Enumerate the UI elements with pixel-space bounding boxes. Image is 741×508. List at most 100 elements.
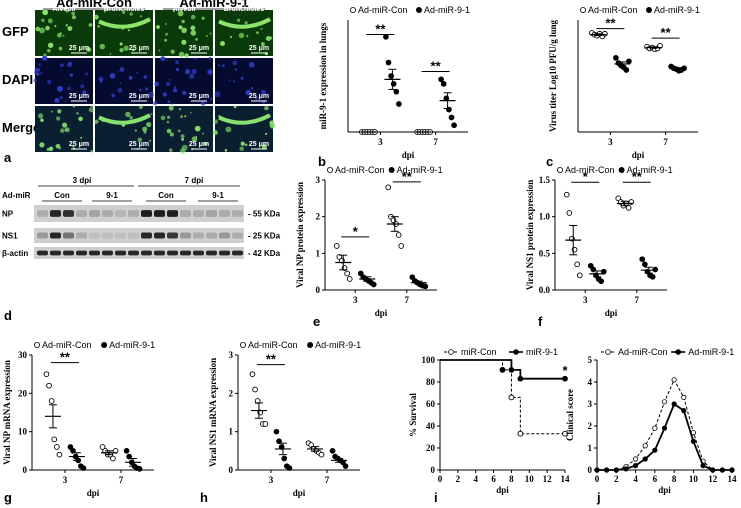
micrograph-cell bbox=[260, 42, 265, 47]
timepoint-label: 3 dpi bbox=[73, 176, 92, 185]
legend-label: miR-Con bbox=[461, 347, 497, 357]
x-tick-label: 2 bbox=[614, 474, 619, 484]
micrograph-cell bbox=[62, 34, 65, 37]
lane-label: 9-1 bbox=[106, 191, 118, 200]
micrograph-cell bbox=[148, 91, 154, 98]
data-point bbox=[451, 122, 457, 129]
blot-band bbox=[63, 232, 74, 239]
y-tick-label: 4 bbox=[588, 377, 593, 387]
micrograph-cell bbox=[80, 136, 83, 139]
legend-marker bbox=[605, 349, 611, 355]
micrograph-cell bbox=[190, 14, 196, 20]
legend-marker bbox=[349, 7, 356, 13]
micrograph-cell bbox=[90, 149, 94, 153]
data-point bbox=[729, 467, 735, 473]
data-point bbox=[438, 76, 444, 83]
micrograph-cell bbox=[171, 103, 173, 105]
micrograph-cell bbox=[90, 105, 93, 108]
data-point bbox=[67, 444, 74, 450]
micrograph-cell bbox=[181, 144, 188, 151]
blot-band bbox=[128, 232, 139, 239]
blot-band bbox=[37, 250, 48, 256]
micrograph-cell bbox=[228, 79, 231, 82]
significance-label: * bbox=[562, 363, 568, 378]
x-tick-label: 12 bbox=[708, 474, 718, 484]
micrograph-cell bbox=[119, 48, 124, 53]
micrograph-image bbox=[95, 58, 153, 104]
blot-band bbox=[63, 250, 74, 256]
micrograph-cell bbox=[234, 68, 238, 71]
legend-marker bbox=[326, 166, 333, 173]
micrograph-cell bbox=[47, 42, 54, 48]
micrograph-cell bbox=[189, 73, 195, 79]
micrograph-cell bbox=[34, 68, 37, 71]
data-point bbox=[652, 447, 658, 453]
y-axis-label: Viral NP protein expression bbox=[295, 182, 305, 288]
micrograph-cell bbox=[182, 90, 187, 95]
micrograph-cell bbox=[181, 27, 187, 34]
blot-band bbox=[102, 250, 113, 256]
blot-band bbox=[193, 210, 204, 217]
legend-label: Ad-miR-9-1 bbox=[424, 5, 470, 15]
y-axis-label: Viral NS1 mRNA expression bbox=[208, 358, 218, 467]
micrograph-cell bbox=[225, 126, 232, 133]
scale-bar-label: 25 μm bbox=[189, 141, 209, 148]
micrograph-image bbox=[35, 58, 93, 104]
micrograph-cell bbox=[218, 64, 221, 67]
data-point bbox=[642, 456, 648, 462]
micrograph-cell bbox=[209, 32, 212, 35]
x-tick-label: 3 bbox=[269, 475, 274, 485]
micrograph-cell bbox=[123, 45, 129, 51]
data-point bbox=[273, 428, 280, 435]
micrograph-cell bbox=[207, 69, 213, 75]
data-point bbox=[594, 467, 600, 473]
micrograph-cell bbox=[57, 109, 62, 114]
y-tick-label: 1.5 bbox=[539, 175, 551, 185]
micrograph-cell bbox=[139, 15, 143, 18]
blot-band bbox=[154, 250, 165, 256]
data-point bbox=[625, 205, 632, 211]
data-point bbox=[602, 30, 608, 37]
micrograph-cell bbox=[190, 111, 192, 114]
micrograph-cell bbox=[208, 56, 212, 60]
y-tick-label: 1 bbox=[588, 443, 593, 453]
blot-band bbox=[206, 232, 217, 239]
blot-band bbox=[89, 232, 100, 239]
x-tick-label: 10 bbox=[689, 474, 699, 484]
significance-label: ** bbox=[402, 169, 413, 184]
micrograph-cell bbox=[236, 18, 241, 22]
micrograph-image bbox=[35, 10, 93, 56]
legend-marker bbox=[388, 166, 395, 173]
x-axis-label: dpi bbox=[658, 485, 671, 495]
micrograph-cell bbox=[65, 9, 69, 13]
x-tick-label: 14 bbox=[728, 474, 738, 484]
blot-band bbox=[76, 210, 87, 217]
micrograph-cell bbox=[57, 85, 63, 92]
band-name: NP bbox=[2, 210, 14, 219]
data-point bbox=[46, 382, 52, 389]
legend-marker bbox=[618, 166, 625, 173]
micrograph-cell bbox=[245, 89, 252, 96]
y-tick-label: 0 bbox=[431, 465, 436, 475]
data-point bbox=[110, 455, 116, 462]
micrograph-cell bbox=[71, 15, 77, 20]
micrograph-image bbox=[215, 10, 273, 56]
y-tick-label: 30 bbox=[18, 350, 28, 360]
data-point bbox=[613, 467, 619, 473]
scale-bar-label: 25 μm bbox=[69, 93, 89, 100]
micrograph-cell bbox=[59, 95, 63, 100]
micrograph-cell bbox=[173, 10, 176, 13]
x-tick-label: 7 bbox=[119, 475, 124, 485]
micrograph-cell bbox=[181, 19, 185, 24]
legend-label: Ad-miR-9-1 bbox=[627, 165, 673, 175]
micrograph-cell bbox=[134, 129, 137, 132]
blot-band bbox=[76, 232, 87, 239]
significance-label: ** bbox=[632, 169, 643, 184]
data-point bbox=[99, 444, 106, 450]
panel-label-c: c bbox=[546, 154, 553, 169]
micrograph-cell bbox=[67, 26, 73, 31]
x-tick-label: 3 bbox=[583, 295, 588, 305]
micrograph-cell bbox=[122, 10, 126, 14]
